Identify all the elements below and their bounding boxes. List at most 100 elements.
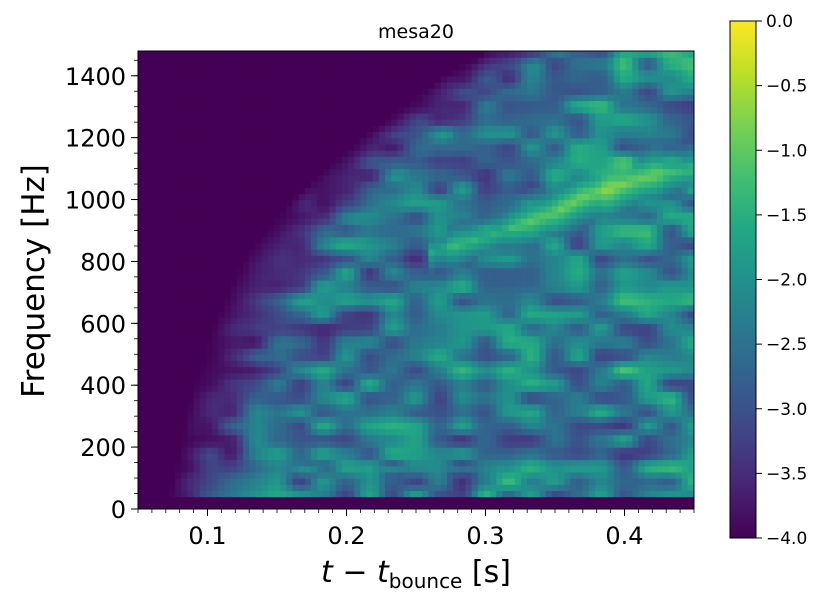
heatmap-cell [193, 267, 201, 275]
heatmap-cell [477, 57, 485, 64]
heatmap-cell [539, 397, 547, 405]
heatmap-cell [409, 329, 417, 337]
heatmap-cell [230, 360, 238, 368]
heatmap-cell [156, 255, 164, 263]
heatmap-cell [267, 360, 275, 368]
heatmap-cell [298, 187, 306, 194]
heatmap-cell [471, 137, 479, 145]
heatmap-cell [397, 168, 405, 176]
heatmap-cell [181, 162, 189, 170]
heatmap-cell [366, 360, 374, 368]
heatmap-cell [286, 100, 294, 108]
heatmap-cell [193, 341, 201, 349]
heatmap-cell [138, 453, 145, 461]
heatmap-cell [304, 255, 312, 263]
heatmap-cell [193, 323, 201, 331]
heatmap-cell [428, 199, 436, 207]
heatmap-cell [323, 447, 331, 454]
heatmap-cell [440, 440, 448, 448]
heatmap-cell [168, 440, 176, 448]
heatmap-cell [261, 106, 269, 114]
heatmap-cell [527, 465, 534, 473]
heatmap-cell [138, 329, 145, 337]
heatmap-cell [280, 100, 287, 108]
heatmap-cell [175, 440, 182, 448]
heatmap-cell [181, 236, 189, 244]
heatmap-cell [261, 137, 269, 145]
heatmap-cell [483, 211, 491, 219]
heatmap-cell [304, 502, 312, 509]
heatmap-cell [224, 242, 232, 250]
heatmap-cell [508, 348, 516, 355]
heatmap-cell [267, 255, 275, 263]
heatmap-cell [496, 218, 504, 225]
heatmap-cell [230, 478, 238, 485]
heatmap-cell [490, 261, 497, 269]
heatmap-cell [273, 75, 281, 83]
heatmap-cell [168, 156, 176, 164]
heatmap-cell [261, 391, 269, 399]
heatmap-cell [409, 453, 417, 461]
heatmap-cell [397, 422, 405, 430]
heatmap-cell [391, 304, 399, 312]
heatmap-cell [397, 502, 405, 509]
heatmap-cell [187, 484, 195, 492]
heatmap-cell [292, 193, 300, 201]
heatmap-cell [267, 440, 275, 448]
heatmap-cell [341, 304, 349, 312]
heatmap-cell [477, 397, 485, 405]
heatmap-cell [193, 471, 201, 479]
heatmap-cell [465, 156, 473, 164]
heatmap-cell [310, 447, 318, 454]
heatmap-cell [261, 490, 269, 498]
heatmap-cell [205, 434, 213, 442]
heatmap-cell [527, 471, 534, 479]
heatmap-cell [243, 280, 250, 287]
heatmap-cell [280, 150, 287, 157]
heatmap-cell [341, 329, 349, 337]
heatmap-cell [168, 125, 176, 133]
heatmap-cell [490, 496, 497, 504]
heatmap-cell [187, 496, 195, 504]
heatmap-cell [310, 81, 318, 89]
heatmap-cell [212, 174, 219, 182]
heatmap-cell [508, 143, 516, 151]
heatmap-cell [391, 236, 399, 244]
heatmap-cell [477, 162, 485, 170]
heatmap-cell [409, 471, 417, 479]
heatmap-cell [199, 286, 207, 293]
heatmap-cell [440, 187, 448, 194]
heatmap-cell [298, 298, 306, 306]
heatmap-cell [378, 416, 386, 423]
heatmap-cell [490, 341, 497, 349]
heatmap-cell [187, 360, 195, 368]
heatmap-cell [261, 379, 269, 386]
heatmap-cell [539, 416, 547, 423]
heatmap-cell [459, 112, 467, 120]
heatmap-cell [249, 280, 256, 287]
heatmap-cell [156, 273, 164, 281]
heatmap-cell [304, 391, 312, 399]
heatmap-cell [310, 310, 318, 318]
heatmap-cell [273, 447, 281, 454]
heatmap-cell [434, 428, 442, 436]
heatmap-cell [273, 273, 281, 281]
heatmap-cell [224, 490, 232, 498]
heatmap-cell [551, 379, 559, 386]
heatmap-cell [403, 174, 411, 182]
heatmap-cell [539, 174, 547, 182]
heatmap-cell [310, 372, 318, 380]
heatmap-cell [335, 335, 343, 343]
heatmap-cell [502, 428, 510, 436]
heatmap-cell [360, 57, 368, 64]
heatmap-cell [162, 255, 170, 263]
heatmap-cell [280, 193, 287, 201]
heatmap-cell [298, 81, 306, 89]
heatmap-cell [527, 323, 534, 331]
heatmap-cell [434, 385, 442, 393]
heatmap-cell [539, 106, 547, 114]
heatmap-cell [446, 81, 454, 89]
heatmap-cell [477, 329, 485, 337]
heatmap-cell [502, 63, 510, 71]
heatmap-cell [193, 255, 201, 263]
